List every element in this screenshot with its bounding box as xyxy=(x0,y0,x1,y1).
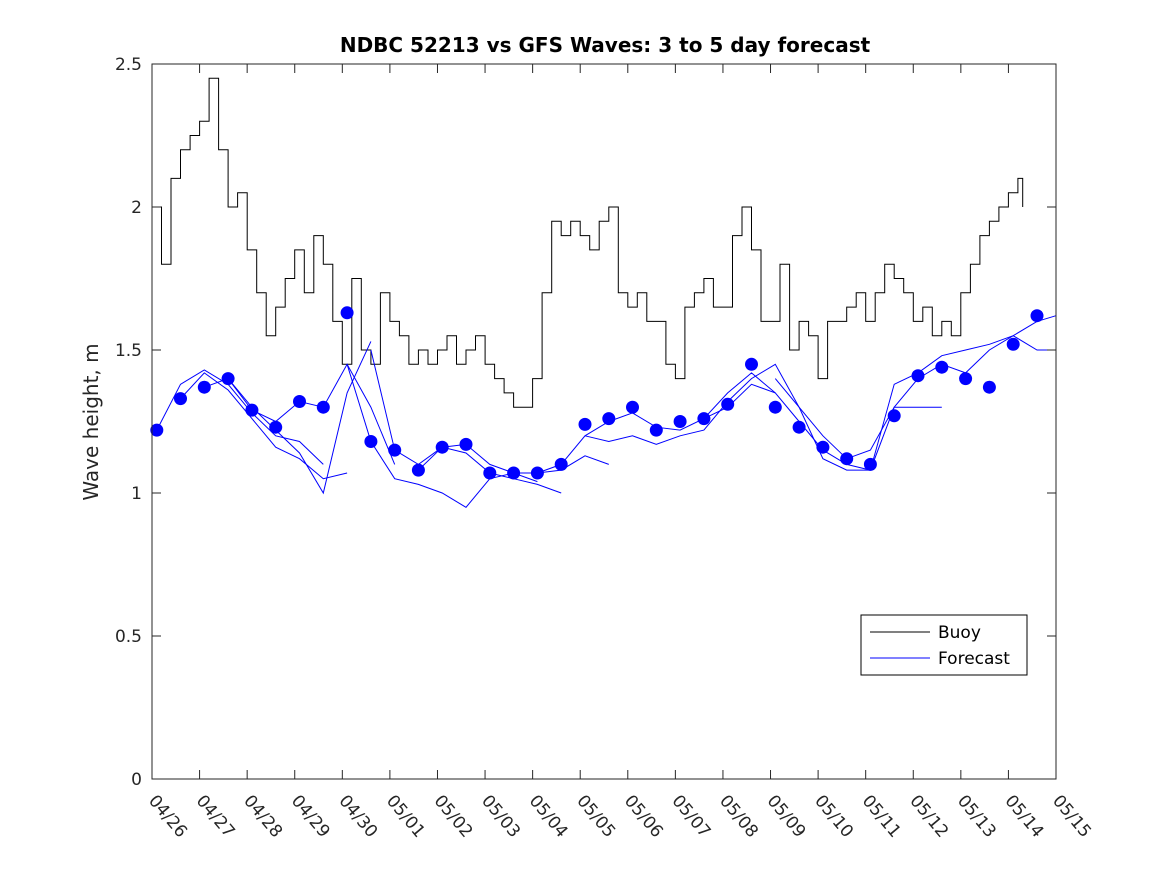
forecast-marker xyxy=(649,423,663,437)
y-tick-label: 1.5 xyxy=(115,341,142,361)
forecast-line-4 xyxy=(346,364,538,508)
legend: Buoy Forecast xyxy=(860,614,1028,676)
forecast-marker xyxy=(982,380,996,394)
forecast-marker xyxy=(1006,337,1020,351)
forecast-marker xyxy=(863,457,877,471)
forecast-line-0 xyxy=(156,369,324,465)
forecast-marker xyxy=(388,443,402,457)
forecast-marker xyxy=(221,372,235,386)
forecast-marker xyxy=(340,306,354,320)
plot-area xyxy=(150,77,1057,508)
forecast-marker xyxy=(174,392,187,406)
forecast-marker xyxy=(197,380,211,394)
forecast-line-11 xyxy=(846,335,1056,460)
forecast-line-1 xyxy=(180,372,348,480)
forecast-marker xyxy=(626,400,639,414)
forecast-marker xyxy=(887,409,901,423)
forecast-marker xyxy=(1030,309,1044,323)
forecast-marker xyxy=(507,466,521,480)
forecast-marker xyxy=(269,420,283,434)
legend-label-forecast: Forecast xyxy=(938,649,1010,669)
y-tick-label: 2 xyxy=(131,198,142,218)
forecast-marker xyxy=(935,360,949,374)
y-tick-label: 0 xyxy=(131,770,142,790)
y-tick-label: 0.5 xyxy=(115,627,142,647)
y-axis-label: Wave height, m xyxy=(79,343,103,500)
chart-title: NDBC 52213 vs GFS Waves: 3 to 5 day fore… xyxy=(340,33,871,57)
forecast-marker xyxy=(602,412,616,426)
y-tick-label: 1 xyxy=(131,484,142,504)
forecast-marker xyxy=(411,463,425,477)
buoy-series-line xyxy=(152,77,1024,408)
forecast-marker xyxy=(673,415,687,428)
forecast-line-8 xyxy=(584,363,848,460)
y-tick-label: 2.5 xyxy=(115,55,142,75)
forecast-marker xyxy=(554,457,568,471)
forecast-marker xyxy=(364,435,378,448)
forecast-marker xyxy=(840,452,854,466)
forecast-marker xyxy=(745,357,758,371)
forecast-marker xyxy=(697,412,711,426)
forecast-marker xyxy=(483,466,497,480)
forecast-marker xyxy=(150,423,164,437)
forecast-marker xyxy=(911,369,925,383)
forecast-marker xyxy=(293,395,306,408)
axes-box xyxy=(151,63,1057,780)
forecast-line-5 xyxy=(370,349,562,494)
legend-label-buoy: Buoy xyxy=(938,623,981,643)
forecast-marker xyxy=(792,420,806,434)
legend-box xyxy=(860,614,1028,676)
forecast-marker xyxy=(578,417,592,431)
forecast-marker xyxy=(435,440,449,454)
forecast-marker xyxy=(316,400,330,414)
forecast-marker xyxy=(721,397,735,411)
forecast-marker xyxy=(459,437,473,451)
forecast-marker xyxy=(530,466,544,480)
forecast-marker xyxy=(959,372,973,386)
forecast-marker xyxy=(245,403,259,417)
forecast-marker xyxy=(768,400,782,414)
forecast-marker xyxy=(816,440,830,454)
